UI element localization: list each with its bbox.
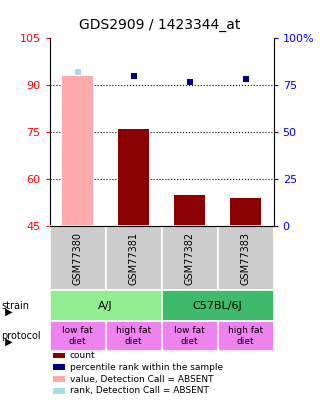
Bar: [218, 226, 274, 290]
Text: high fat
diet: high fat diet: [116, 326, 151, 345]
Text: high fat
diet: high fat diet: [228, 326, 263, 345]
Text: strain: strain: [2, 301, 30, 311]
Bar: [106, 321, 162, 351]
Text: rank, Detection Call = ABSENT: rank, Detection Call = ABSENT: [70, 386, 209, 396]
Text: low fat
diet: low fat diet: [174, 326, 205, 345]
Text: GSM77383: GSM77383: [241, 232, 251, 285]
Text: low fat
diet: low fat diet: [62, 326, 93, 345]
Text: C57BL/6J: C57BL/6J: [193, 301, 243, 311]
Text: GDS2909 / 1423344_at: GDS2909 / 1423344_at: [79, 18, 241, 32]
Bar: [50, 226, 106, 290]
Bar: [230, 198, 261, 226]
Bar: [62, 76, 93, 226]
Bar: [106, 226, 162, 290]
Text: ▶: ▶: [2, 306, 12, 316]
Text: ▶: ▶: [2, 337, 12, 347]
Bar: [162, 226, 218, 290]
Text: protocol: protocol: [2, 331, 41, 341]
Text: GSM77381: GSM77381: [129, 232, 139, 285]
Bar: [174, 195, 205, 226]
Text: GSM77380: GSM77380: [73, 232, 83, 285]
Bar: [218, 321, 274, 351]
Text: GSM77382: GSM77382: [185, 232, 195, 285]
Bar: [50, 321, 106, 351]
Text: count: count: [70, 351, 95, 360]
Bar: [162, 321, 218, 351]
Bar: [50, 290, 162, 321]
Text: value, Detection Call = ABSENT: value, Detection Call = ABSENT: [70, 375, 213, 384]
Bar: [162, 290, 274, 321]
Text: A/J: A/J: [98, 301, 113, 311]
Text: percentile rank within the sample: percentile rank within the sample: [70, 362, 223, 372]
Bar: [118, 129, 149, 226]
